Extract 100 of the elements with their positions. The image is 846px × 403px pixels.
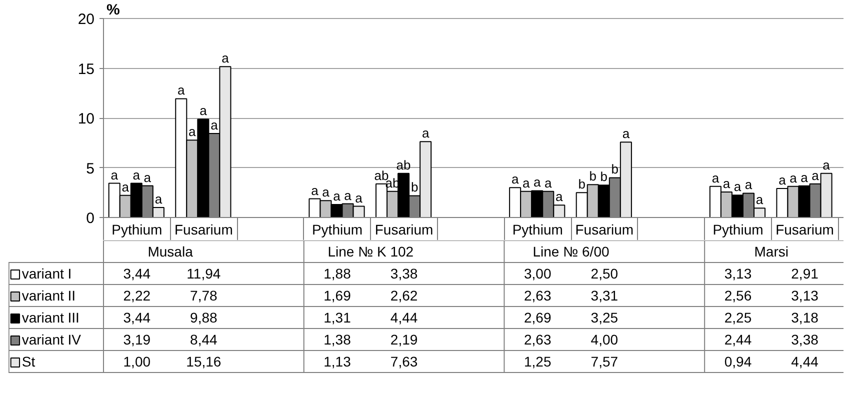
data-label: 3,44: [123, 266, 151, 282]
data-label: 9,88: [190, 310, 218, 326]
annotation: a: [344, 188, 352, 203]
text: Musala: [148, 244, 194, 260]
y-tick-label: 10: [78, 110, 95, 128]
annotation: a: [122, 179, 130, 194]
annotation: a: [178, 82, 186, 98]
y-tick-label: 0: [86, 210, 94, 227]
data-label: 8,44: [190, 332, 218, 348]
data-label: 3,18: [791, 310, 819, 326]
x-tick-label: Fusarium: [174, 222, 233, 238]
annotation: a: [222, 50, 230, 66]
data-label: 2,56: [724, 288, 752, 304]
annotation: a: [322, 184, 330, 200]
annotation: a: [778, 172, 787, 188]
data-label: 15,16: [186, 354, 222, 370]
legend-label: variant II: [22, 288, 76, 304]
x-tick-label: Fusarium: [776, 222, 834, 238]
x-tick-label: Fusarium: [575, 222, 634, 238]
data-label: 2,63: [524, 332, 552, 348]
y-tick-label: 15: [78, 60, 95, 78]
data-label: 1,13: [324, 354, 352, 370]
annotation: a: [200, 103, 208, 118]
annotation: b: [589, 168, 596, 184]
data-label: 2,62: [390, 288, 418, 304]
annotation: a: [154, 192, 163, 207]
data-label: 2,50: [590, 266, 618, 282]
annotation: a: [522, 175, 530, 190]
data-label: 4,44: [791, 354, 819, 370]
legend-label: variant I: [22, 266, 72, 282]
data-label: 3,19: [123, 332, 151, 348]
data-label: 2,91: [791, 266, 819, 282]
data-label: 3,44: [123, 310, 151, 326]
annotation: a: [756, 192, 764, 208]
data-label: 11,94: [186, 266, 221, 282]
data-label: 2,25: [724, 310, 752, 326]
data-label: 3,38: [791, 332, 819, 348]
data-label: 2,44: [724, 332, 752, 348]
data-label: 2,22: [123, 288, 151, 304]
text: Line № K 102: [328, 244, 414, 260]
annotation: a: [333, 188, 342, 204]
annotation: a: [734, 179, 742, 194]
x-tick-label: Pythium: [112, 222, 162, 238]
annotation: a: [311, 182, 320, 198]
annotation: a: [722, 176, 731, 192]
annotation: a: [210, 118, 219, 133]
annotation: a: [422, 126, 430, 141]
data-label: 1,00: [123, 354, 151, 370]
annotation: a: [132, 167, 141, 182]
y-axis-title: %: [106, 2, 120, 18]
text: Line № 6/00: [532, 244, 610, 260]
y-tick-label: 20: [78, 11, 95, 28]
x-tick-label: Fusarium: [374, 222, 434, 238]
data-label: 1,25: [524, 354, 552, 370]
y-tick-label: 5: [86, 160, 94, 178]
annotation: b: [578, 176, 586, 192]
legend-label: variant IV: [22, 332, 82, 348]
data-label: 1,38: [324, 332, 352, 348]
data-label: 1,88: [324, 266, 352, 282]
x-tick-label: Pythium: [312, 222, 363, 238]
annotation: a: [800, 170, 809, 185]
annotation: a: [812, 168, 820, 183]
data-label: 3,13: [724, 266, 752, 282]
data-label: 2,19: [390, 332, 418, 348]
text: Marsi: [754, 244, 788, 260]
annotation: a: [712, 170, 720, 186]
x-tick-label: Pythium: [712, 222, 764, 238]
data-label: 3,25: [590, 310, 618, 326]
annotation: a: [744, 177, 753, 192]
annotation: a: [511, 172, 520, 187]
annotation: a: [110, 167, 119, 182]
annotation: a: [188, 124, 197, 140]
legend-label: variant III: [22, 310, 80, 326]
data-label: 3,00: [524, 266, 552, 282]
annotation: ab: [396, 157, 411, 172]
data-label: 4,00: [590, 332, 618, 348]
data-label: 7,78: [190, 288, 218, 304]
data-label: 1,31: [324, 310, 352, 326]
annotation: a: [822, 157, 831, 172]
annotation: a: [144, 170, 152, 185]
data-label: 2,69: [524, 310, 552, 326]
annotation: a: [544, 175, 553, 190]
annotation: a: [534, 174, 542, 190]
annotation: b: [600, 169, 608, 184]
annotation: a: [355, 190, 364, 206]
legend-label: St: [22, 354, 36, 370]
data-label: 3,31: [590, 288, 618, 304]
data-label: 3,13: [791, 288, 819, 304]
data-label: 7,63: [390, 354, 418, 370]
data-label: 4,44: [390, 310, 418, 326]
data-label: 3,38: [390, 266, 418, 282]
annotation: b: [611, 162, 619, 177]
annotation: b: [410, 180, 418, 195]
x-tick-label: Pythium: [512, 222, 563, 238]
annotation: a: [622, 126, 630, 142]
data-label: 1,69: [324, 288, 352, 304]
annotation: a: [556, 189, 564, 204]
annotation: a: [790, 170, 798, 186]
data-label: 2,63: [524, 288, 552, 304]
data-label: 0,94: [724, 354, 752, 370]
